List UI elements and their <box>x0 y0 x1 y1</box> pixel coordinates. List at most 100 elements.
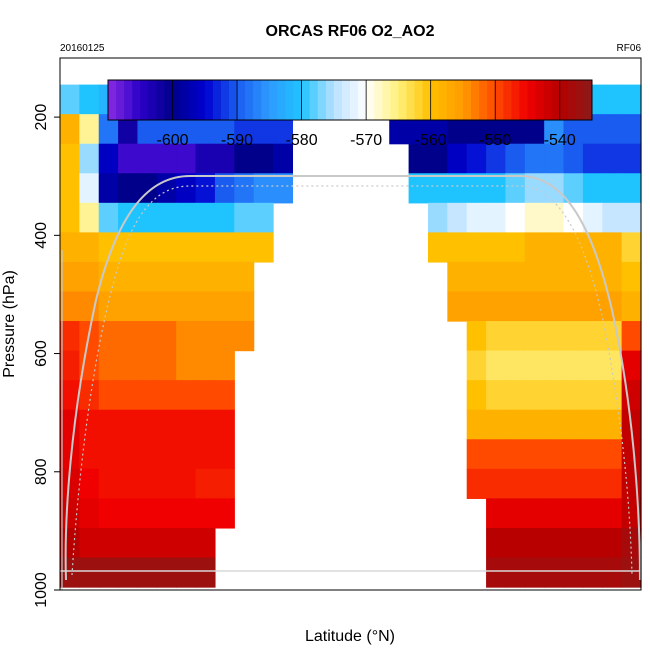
heatmap-cell <box>505 439 526 470</box>
heatmap-cell <box>466 409 487 440</box>
heatmap-cell <box>602 380 623 411</box>
heatmap-cell <box>447 114 468 145</box>
heatmap-cell <box>195 173 216 204</box>
heatmap-cell <box>466 468 487 499</box>
heatmap-cell <box>466 291 487 322</box>
colorbar-segment <box>487 80 496 120</box>
heatmap-cell <box>563 143 584 174</box>
heatmap-cell <box>137 202 158 233</box>
heatmap-cell <box>602 527 623 559</box>
heatmap-cell <box>486 232 507 263</box>
heatmap-cell <box>582 557 603 588</box>
heatmap-cell <box>214 498 235 529</box>
heatmap-cell <box>118 261 139 293</box>
heatmap-cell <box>466 114 487 145</box>
heatmap-cell <box>544 409 565 440</box>
heatmap-cell <box>602 84 623 115</box>
colorbar-segment <box>358 80 367 120</box>
heatmap-cell <box>156 380 177 411</box>
heatmap-cell <box>563 498 584 529</box>
heatmap-cell <box>563 380 584 411</box>
heatmap-cell <box>98 380 119 411</box>
heatmap-cell <box>156 143 177 174</box>
heatmap-cell <box>60 468 80 499</box>
heatmap-cell <box>176 143 197 174</box>
y-tick-label: 200 <box>33 104 50 131</box>
heatmap-cell <box>582 173 603 204</box>
heatmap-cell <box>98 409 119 440</box>
heatmap-cell <box>524 557 545 588</box>
colorbar-segment <box>575 80 585 120</box>
heatmap-cell <box>195 380 216 411</box>
heatmap-cell <box>176 557 197 588</box>
heatmap-cell <box>563 114 584 145</box>
heatmap-cell <box>98 527 119 559</box>
heatmap-cell <box>234 173 255 204</box>
heatmap-cell <box>621 143 642 174</box>
chart-title: ORCAS RF06 O2_AO2 <box>266 23 435 40</box>
heatmap-cell <box>98 498 119 529</box>
heatmap-cell <box>98 173 119 204</box>
colorbar-segment <box>156 80 165 120</box>
heatmap-cell <box>176 380 197 411</box>
heatmap-cell <box>544 202 565 233</box>
colorbar-segment <box>301 80 311 120</box>
heatmap-cell <box>137 232 158 263</box>
heatmap-cell <box>544 143 565 174</box>
heatmap-cell <box>466 380 487 411</box>
heatmap-cell <box>156 439 177 470</box>
colorbar-segment <box>454 80 464 120</box>
heatmap-cell <box>79 527 100 559</box>
heatmap-cell <box>544 439 565 470</box>
colorbar-segment <box>293 80 303 120</box>
heatmap-cell <box>60 350 80 381</box>
heatmap-cell <box>195 468 216 499</box>
heatmap-cell <box>486 173 507 204</box>
heatmap-cell <box>60 439 80 470</box>
heatmap-cell <box>176 173 197 204</box>
heatmap-cell <box>544 232 565 263</box>
heatmap-cell <box>234 143 255 174</box>
heatmap-cell <box>137 468 158 499</box>
heatmap-cell <box>505 291 526 322</box>
colorbar-segment <box>430 80 440 120</box>
heatmap-cell <box>118 350 139 381</box>
heatmap-cell <box>253 114 274 145</box>
heatmap-cell <box>505 321 526 352</box>
heatmap-cell <box>234 291 255 322</box>
heatmap-cell <box>524 498 545 529</box>
colorbar-segment <box>583 80 593 120</box>
heatmap-cell <box>79 232 100 263</box>
heatmap-cell <box>176 498 197 529</box>
heatmap-cell <box>389 114 410 145</box>
heatmap-cell <box>60 202 80 233</box>
heatmap-cell <box>214 173 235 204</box>
heatmap-cell <box>602 143 623 174</box>
heatmap-cell <box>466 261 487 293</box>
heatmap-cell <box>524 114 545 145</box>
heatmap-cell <box>602 409 623 440</box>
heatmap-cell <box>486 291 507 322</box>
heatmap-cell <box>273 173 293 204</box>
heatmap-cell <box>582 350 603 381</box>
heatmap-cell <box>156 350 177 381</box>
heatmap-cell <box>505 114 526 145</box>
heatmap-cell <box>602 498 623 529</box>
heatmap-cell <box>195 321 216 352</box>
heatmap-cell <box>79 409 100 440</box>
heatmap-cell <box>79 173 100 204</box>
heatmap-cell <box>466 232 487 263</box>
colorbar-segment <box>559 80 569 120</box>
heatmap-cell <box>621 291 642 322</box>
heatmap-cells <box>60 84 642 588</box>
heatmap-cell <box>195 202 216 233</box>
heatmap-cell <box>466 439 487 470</box>
heatmap-cell <box>427 232 448 263</box>
heatmap-cell <box>156 557 177 588</box>
heatmap-cell <box>602 261 623 293</box>
heatmap-cell <box>486 350 507 381</box>
y-tick-label: 400 <box>33 222 50 249</box>
heatmap-cell <box>214 202 235 233</box>
heatmap-cell <box>79 557 100 588</box>
heatmap-cell <box>195 439 216 470</box>
